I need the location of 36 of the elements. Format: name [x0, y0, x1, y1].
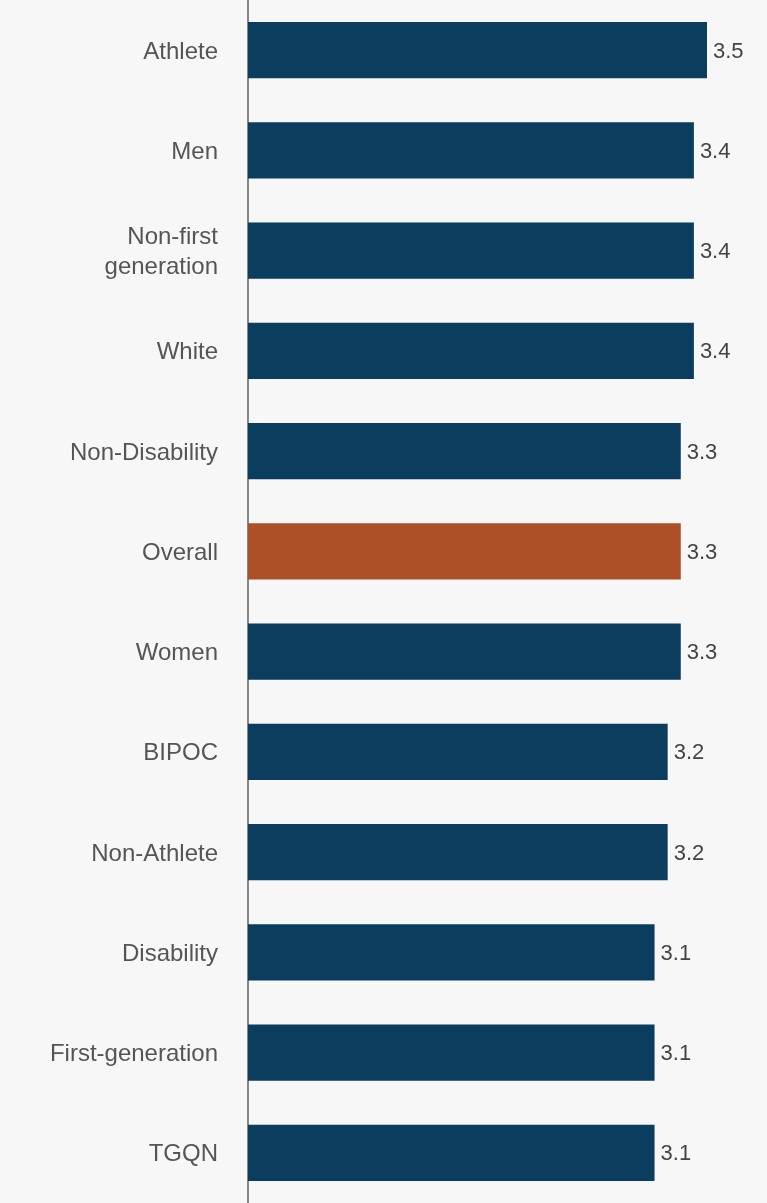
bar [248, 22, 707, 79]
bar [248, 122, 694, 179]
bar [248, 1024, 655, 1081]
data-label: 3.3 [686, 538, 718, 564]
y-tick-label: Athlete [143, 36, 218, 64]
data-label: 3.5 [713, 37, 744, 63]
data-label: 3.4 [699, 238, 731, 264]
bar [248, 523, 681, 580]
y-tick-label: Non-first generation [104, 222, 219, 280]
y-tick-label: Men [171, 136, 218, 164]
y-tick-label: Overall [141, 537, 218, 565]
bar [248, 924, 655, 981]
data-label: 3.2 [673, 839, 705, 865]
y-tick-label: BIPOC [143, 738, 218, 766]
bar [248, 623, 681, 680]
y-tick-label: TGQN [148, 1139, 218, 1167]
y-tick-label: Non-Athlete [91, 838, 218, 866]
data-label: 3.4 [699, 137, 731, 163]
data-label: 3.1 [660, 1040, 692, 1066]
bar [248, 322, 694, 379]
data-label: 3.3 [686, 438, 718, 464]
data-label: 3.1 [660, 1140, 692, 1166]
y-tick-label: Non-Disability [69, 437, 218, 465]
bar [248, 824, 668, 881]
data-label: 3.4 [699, 338, 731, 364]
bar [248, 423, 681, 480]
y-tick-label: White [156, 337, 218, 365]
data-label: 3.3 [686, 639, 718, 665]
y-tick-label: First-generation [49, 1039, 218, 1067]
bar [248, 222, 694, 279]
data-label: 3.2 [673, 739, 705, 765]
bar [248, 1124, 655, 1181]
data-label: 3.1 [660, 939, 692, 965]
y-tick-label: Disability [121, 938, 218, 966]
bar [248, 723, 668, 780]
y-tick-label: Women [135, 638, 218, 666]
